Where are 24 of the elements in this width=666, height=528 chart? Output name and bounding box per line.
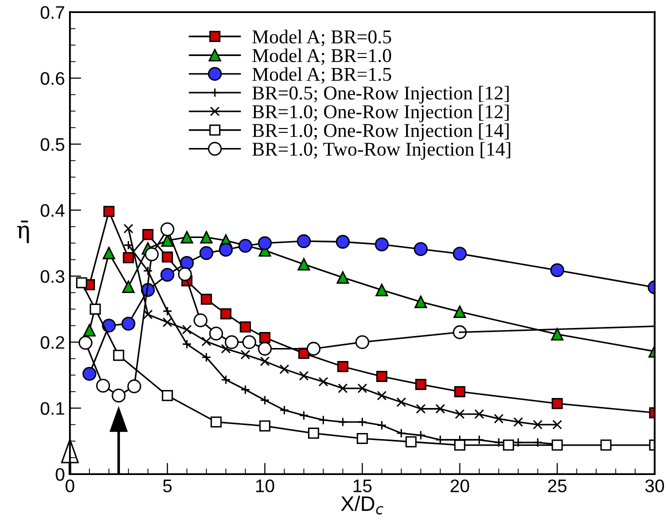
legend-label: Model A; BR=1.5: [252, 67, 392, 84]
legend-label: Model A; BR=1.0: [252, 48, 392, 65]
x-axis-title: X/D$_{c}$: [341, 496, 384, 514]
y-tick-label: 0.6: [40, 72, 64, 85]
legend-label: BR=1.0; One-Row Injection [12]: [252, 104, 509, 122]
legend-label: BR=1.0; One-Row Injection [14]: [252, 123, 509, 142]
y-tick-label: 0.4: [40, 204, 65, 217]
x-tick-label: 15: [354, 480, 372, 492]
y-tick-label: 0.2: [40, 336, 64, 349]
x-tick-label: 0: [66, 479, 74, 492]
y-tick-label: 0.1: [40, 402, 64, 415]
x-tick-label: 5: [163, 480, 172, 492]
legend-label: BR=1.0; Two-Row Injection [14]: [252, 142, 510, 160]
y-axis-title: η̄: [17, 220, 29, 244]
y-tick-label: 0.7: [40, 6, 64, 19]
x-tick-label: 10: [256, 479, 274, 492]
x-tick-label: 30: [645, 479, 664, 492]
x-tick-label: 25: [548, 479, 567, 492]
legend-label: BR=0.5; One-Row Injection [12]: [252, 86, 509, 104]
y-tick-label: 0.5: [40, 138, 64, 151]
x-tick-label: 20: [450, 479, 470, 492]
y-tick-label: 0.3: [40, 270, 64, 283]
y-tick-label: 0: [56, 468, 64, 481]
legend-label: Model A; BR=0.5: [252, 30, 392, 46]
